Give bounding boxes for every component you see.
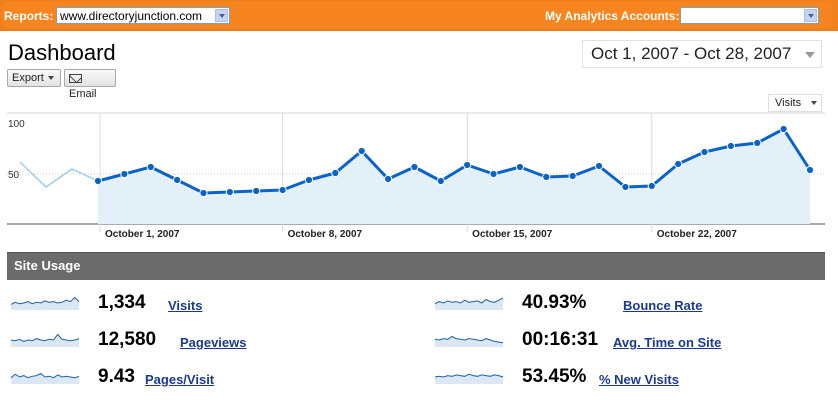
metric-value: 53.45% bbox=[522, 366, 587, 387]
visits-data-point bbox=[199, 188, 208, 198]
visits-line-chart: October 1, 2007 October 8, 2007 October 15… bbox=[7, 112, 825, 240]
reports-select[interactable]: www.directoryjunction.com bbox=[56, 7, 230, 24]
visits-data-point bbox=[383, 174, 393, 184]
sparkline-line bbox=[10, 372, 80, 379]
visits-data-point bbox=[621, 182, 630, 192]
visits-data-point bbox=[225, 187, 234, 197]
graph-metric-label: Visits bbox=[775, 97, 802, 109]
sparkline-icon bbox=[434, 373, 504, 384]
visits-data-point bbox=[805, 165, 815, 175]
metric-value: 12,580 bbox=[98, 329, 157, 350]
accounts-label: My Analytics Accounts: bbox=[545, 9, 680, 23]
reports-select-value: www.directoryjunction.com bbox=[60, 9, 203, 23]
visits-data-point bbox=[410, 162, 419, 172]
visits-data-point bbox=[252, 186, 261, 196]
visits-data-point bbox=[594, 161, 604, 171]
page-title: Dashboard bbox=[8, 40, 116, 65]
sparkline-icon bbox=[434, 297, 504, 310]
y-tick-label: 50 bbox=[8, 170, 20, 181]
visits-data-point bbox=[463, 160, 472, 170]
visits-data-point bbox=[173, 175, 182, 185]
metric-value: 40.93% bbox=[522, 292, 587, 313]
comparison-series-line bbox=[19, 161, 99, 188]
metric-pageviews: 12,580 Pageviews bbox=[10, 329, 410, 353]
visits-data-point bbox=[436, 176, 445, 186]
reports-label: Reports: bbox=[4, 9, 54, 23]
sparkline-line bbox=[434, 335, 504, 344]
metric-value: 1,334 bbox=[98, 292, 146, 313]
x-tick-label: October 22, 2007 bbox=[657, 229, 737, 240]
metric-pages-visit: 9.43 Pages/Visit bbox=[10, 366, 410, 390]
metric-value: 00:16:31 bbox=[522, 329, 599, 350]
sparkline-icon bbox=[434, 335, 504, 347]
metric-link[interactable]: Avg. Time on Site bbox=[613, 335, 722, 350]
sparkline-fill bbox=[11, 297, 79, 310]
metric-new-visits: 53.45% % New Visits bbox=[434, 366, 834, 390]
visits-data-point bbox=[357, 146, 366, 156]
visits-data-point bbox=[753, 138, 762, 148]
x-tick-label: October 15, 2007 bbox=[472, 229, 552, 240]
metric-visits: 1,334 Visits bbox=[10, 292, 410, 316]
sparkline-line bbox=[434, 373, 504, 378]
visits-data-point bbox=[700, 147, 709, 157]
visits-data-point bbox=[542, 172, 551, 182]
visits-data-point bbox=[568, 171, 577, 181]
metric-value: 9.43 bbox=[98, 366, 135, 387]
visits-series-line bbox=[97, 127, 812, 195]
date-range-selector[interactable]: Oct 1, 2007 - Oct 28, 2007 bbox=[582, 40, 822, 68]
metric-link[interactable]: % New Visits bbox=[599, 372, 679, 387]
sparkline-icon bbox=[10, 296, 80, 310]
visits-data-point bbox=[278, 185, 287, 195]
chevron-down-icon bbox=[811, 101, 817, 105]
x-tick-label: October 1, 2007 bbox=[105, 229, 180, 240]
metric-avg-time-on-site: 00:16:31 Avg. Time on Site bbox=[434, 329, 834, 353]
site-usage-header: Site Usage bbox=[7, 252, 825, 280]
visits-data-point bbox=[304, 175, 314, 185]
email-label: Email bbox=[69, 88, 97, 100]
visits-data-point bbox=[120, 169, 129, 179]
envelope-icon bbox=[69, 73, 82, 83]
chevron-down-icon bbox=[804, 9, 817, 22]
sparkline-line bbox=[10, 296, 80, 305]
visits-data-point bbox=[515, 162, 525, 172]
visits-data-point bbox=[489, 169, 498, 179]
x-tick-label: October 8, 2007 bbox=[288, 229, 363, 240]
visits-data-point bbox=[647, 181, 656, 191]
top-bar: Reports: www.directoryjunction.com My An… bbox=[0, 0, 838, 31]
visits-area-fill bbox=[98, 129, 810, 224]
email-button[interactable]: Email bbox=[64, 69, 116, 100]
export-label: Export bbox=[12, 72, 44, 84]
visits-data-point bbox=[331, 168, 340, 178]
chevron-down-icon bbox=[215, 9, 228, 22]
metric-link[interactable]: Pageviews bbox=[180, 335, 247, 350]
sparkline-fill bbox=[11, 334, 79, 347]
sparkline-line bbox=[434, 297, 504, 305]
sparkline-line bbox=[10, 333, 80, 342]
sparkline-fill bbox=[435, 336, 503, 347]
chevron-down-icon bbox=[47, 76, 54, 81]
visits-data-point bbox=[146, 162, 155, 172]
visits-data-point bbox=[93, 176, 103, 186]
site-usage-title: Site Usage bbox=[14, 258, 81, 273]
visits-data-point bbox=[779, 124, 788, 134]
visits-data-point bbox=[674, 159, 683, 169]
sparkline-fill bbox=[11, 373, 79, 384]
visits-data-point bbox=[726, 141, 735, 151]
metric-link[interactable]: Bounce Rate bbox=[623, 298, 703, 313]
y-tick-label: 100 bbox=[8, 119, 25, 130]
chevron-down-icon bbox=[805, 52, 815, 58]
sparkline-icon bbox=[10, 372, 80, 384]
sparkline-fill bbox=[435, 298, 503, 310]
metric-bounce-rate: 40.93% Bounce Rate bbox=[434, 292, 834, 316]
date-range-text: Oct 1, 2007 - Oct 28, 2007 bbox=[591, 44, 792, 63]
metric-link[interactable]: Visits bbox=[168, 298, 203, 313]
export-button[interactable]: Export bbox=[7, 69, 61, 87]
metric-link[interactable]: Pages/Visit bbox=[145, 372, 215, 387]
graph-metric-select[interactable]: Visits bbox=[768, 94, 822, 112]
accounts-select[interactable] bbox=[680, 7, 819, 24]
sparkline-icon bbox=[10, 333, 80, 347]
